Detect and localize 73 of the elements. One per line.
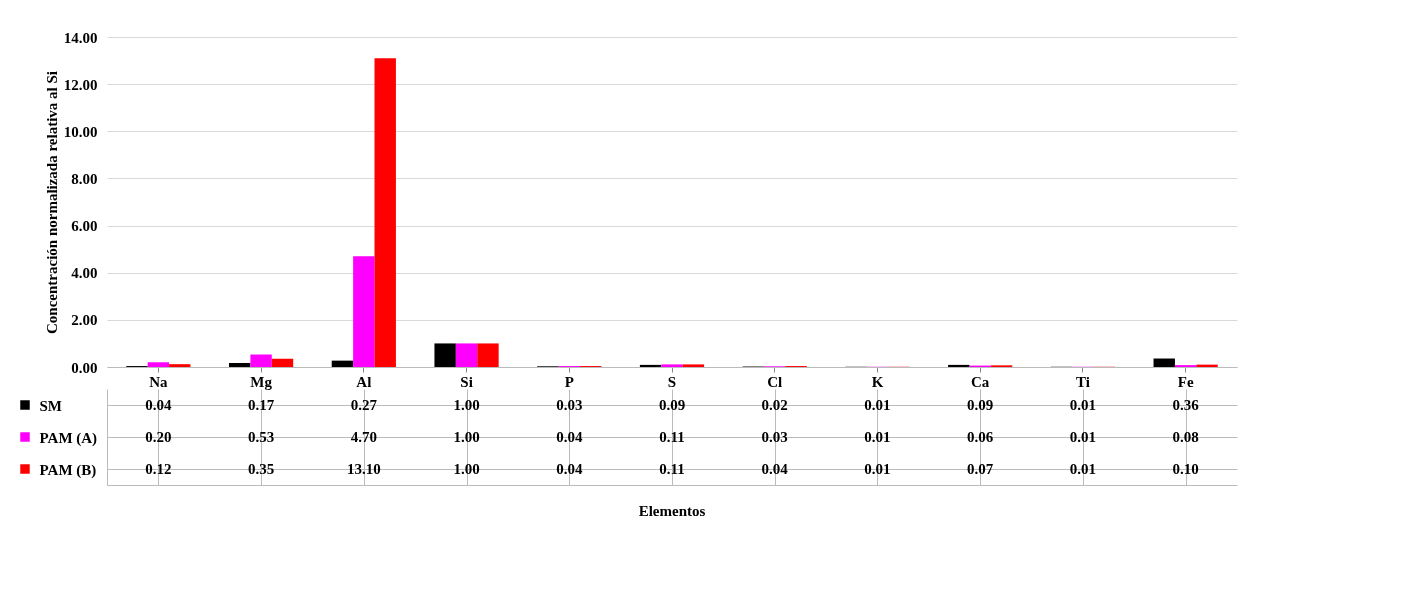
bar xyxy=(331,360,354,367)
bar xyxy=(682,364,705,367)
y-tick-label: 8.00 xyxy=(71,170,98,187)
data-label: 0.02 xyxy=(761,397,788,413)
bar xyxy=(271,358,294,367)
legend-label: PAM (A) xyxy=(39,429,98,447)
data-label: 0.01 xyxy=(1069,461,1097,477)
text: Elementos xyxy=(638,503,706,519)
data-label: 1.00 xyxy=(453,429,480,445)
data-label: 0.53 xyxy=(247,429,275,445)
data-label: 0.01 xyxy=(864,397,891,413)
bar xyxy=(477,343,499,367)
data-label: 0.04 xyxy=(556,461,583,477)
bar xyxy=(661,364,683,367)
y-tick-label: 10.00 xyxy=(63,123,98,140)
data-label: 0.01 xyxy=(864,461,891,477)
data-label: 0.09 xyxy=(967,397,994,413)
x-tick-label: Na xyxy=(149,373,169,390)
y-tick-label: 0.00 xyxy=(71,359,98,376)
data-label: 0.01 xyxy=(1069,429,1097,445)
bar xyxy=(455,343,478,367)
bar xyxy=(353,256,375,367)
data-label: 0.36 xyxy=(1172,397,1200,413)
x-tick-label: Fe xyxy=(1177,373,1194,390)
bar xyxy=(434,343,456,367)
x-tick-label: Ca xyxy=(971,373,990,390)
legend-label: SM xyxy=(39,397,62,414)
bar xyxy=(250,354,272,367)
x-tick-label: Si xyxy=(460,373,473,390)
y-tick-label: 2.00 xyxy=(71,312,98,329)
y-tick-label: 4.00 xyxy=(71,265,98,282)
x-tick-label: K xyxy=(871,373,884,390)
y-tick-label: 6.00 xyxy=(71,218,98,235)
data-label: 0.03 xyxy=(761,429,788,445)
data-label: 0.04 xyxy=(761,461,789,477)
data-label: 0.35 xyxy=(247,461,275,477)
data-label: 4.70 xyxy=(350,429,377,445)
x-tick-label: Cl xyxy=(767,373,783,390)
bar xyxy=(374,58,396,367)
x-tick-label: P xyxy=(564,373,574,390)
data-label: 0.08 xyxy=(1172,429,1199,445)
data-label: 0.01 xyxy=(1069,397,1097,413)
x-tick-label: Al xyxy=(356,373,372,390)
data-label: 1.00 xyxy=(453,397,480,413)
data-label: 0.07 xyxy=(967,461,994,477)
data-label: 0.12 xyxy=(145,461,172,477)
y-tick-label: 14.00 xyxy=(63,29,98,46)
bar xyxy=(639,364,662,367)
bar xyxy=(1153,358,1175,367)
data-label: 0.09 xyxy=(658,397,686,413)
data-label: 13.10 xyxy=(346,461,381,477)
x-tick-label: Mg xyxy=(250,373,273,390)
bar xyxy=(228,362,251,367)
bar xyxy=(147,362,170,367)
x-tick-label: S xyxy=(667,373,677,390)
legend-label: PAM (B) xyxy=(39,461,97,479)
data-label: 0.06 xyxy=(967,429,994,445)
data-label: 1.00 xyxy=(453,461,480,477)
bar xyxy=(169,364,191,367)
data-label: 0.17 xyxy=(247,397,275,413)
data-label: 0.04 xyxy=(556,429,583,445)
y-tick-label: 12.00 xyxy=(63,76,98,93)
y-axis-title: Concentración normalizada relativa al Si xyxy=(43,70,60,335)
data-label: 0.01 xyxy=(864,429,891,445)
data-label: 0.04 xyxy=(145,397,172,413)
data-label: 0.20 xyxy=(145,429,172,445)
data-label: 0.03 xyxy=(556,397,583,413)
data-label: 0.11 xyxy=(659,461,685,477)
x-tick-label: Ti xyxy=(1075,373,1090,390)
bar xyxy=(948,364,970,367)
data-label: 0.27 xyxy=(350,397,378,413)
data-label: 0.10 xyxy=(1172,461,1199,477)
data-label: 0.11 xyxy=(659,429,685,445)
